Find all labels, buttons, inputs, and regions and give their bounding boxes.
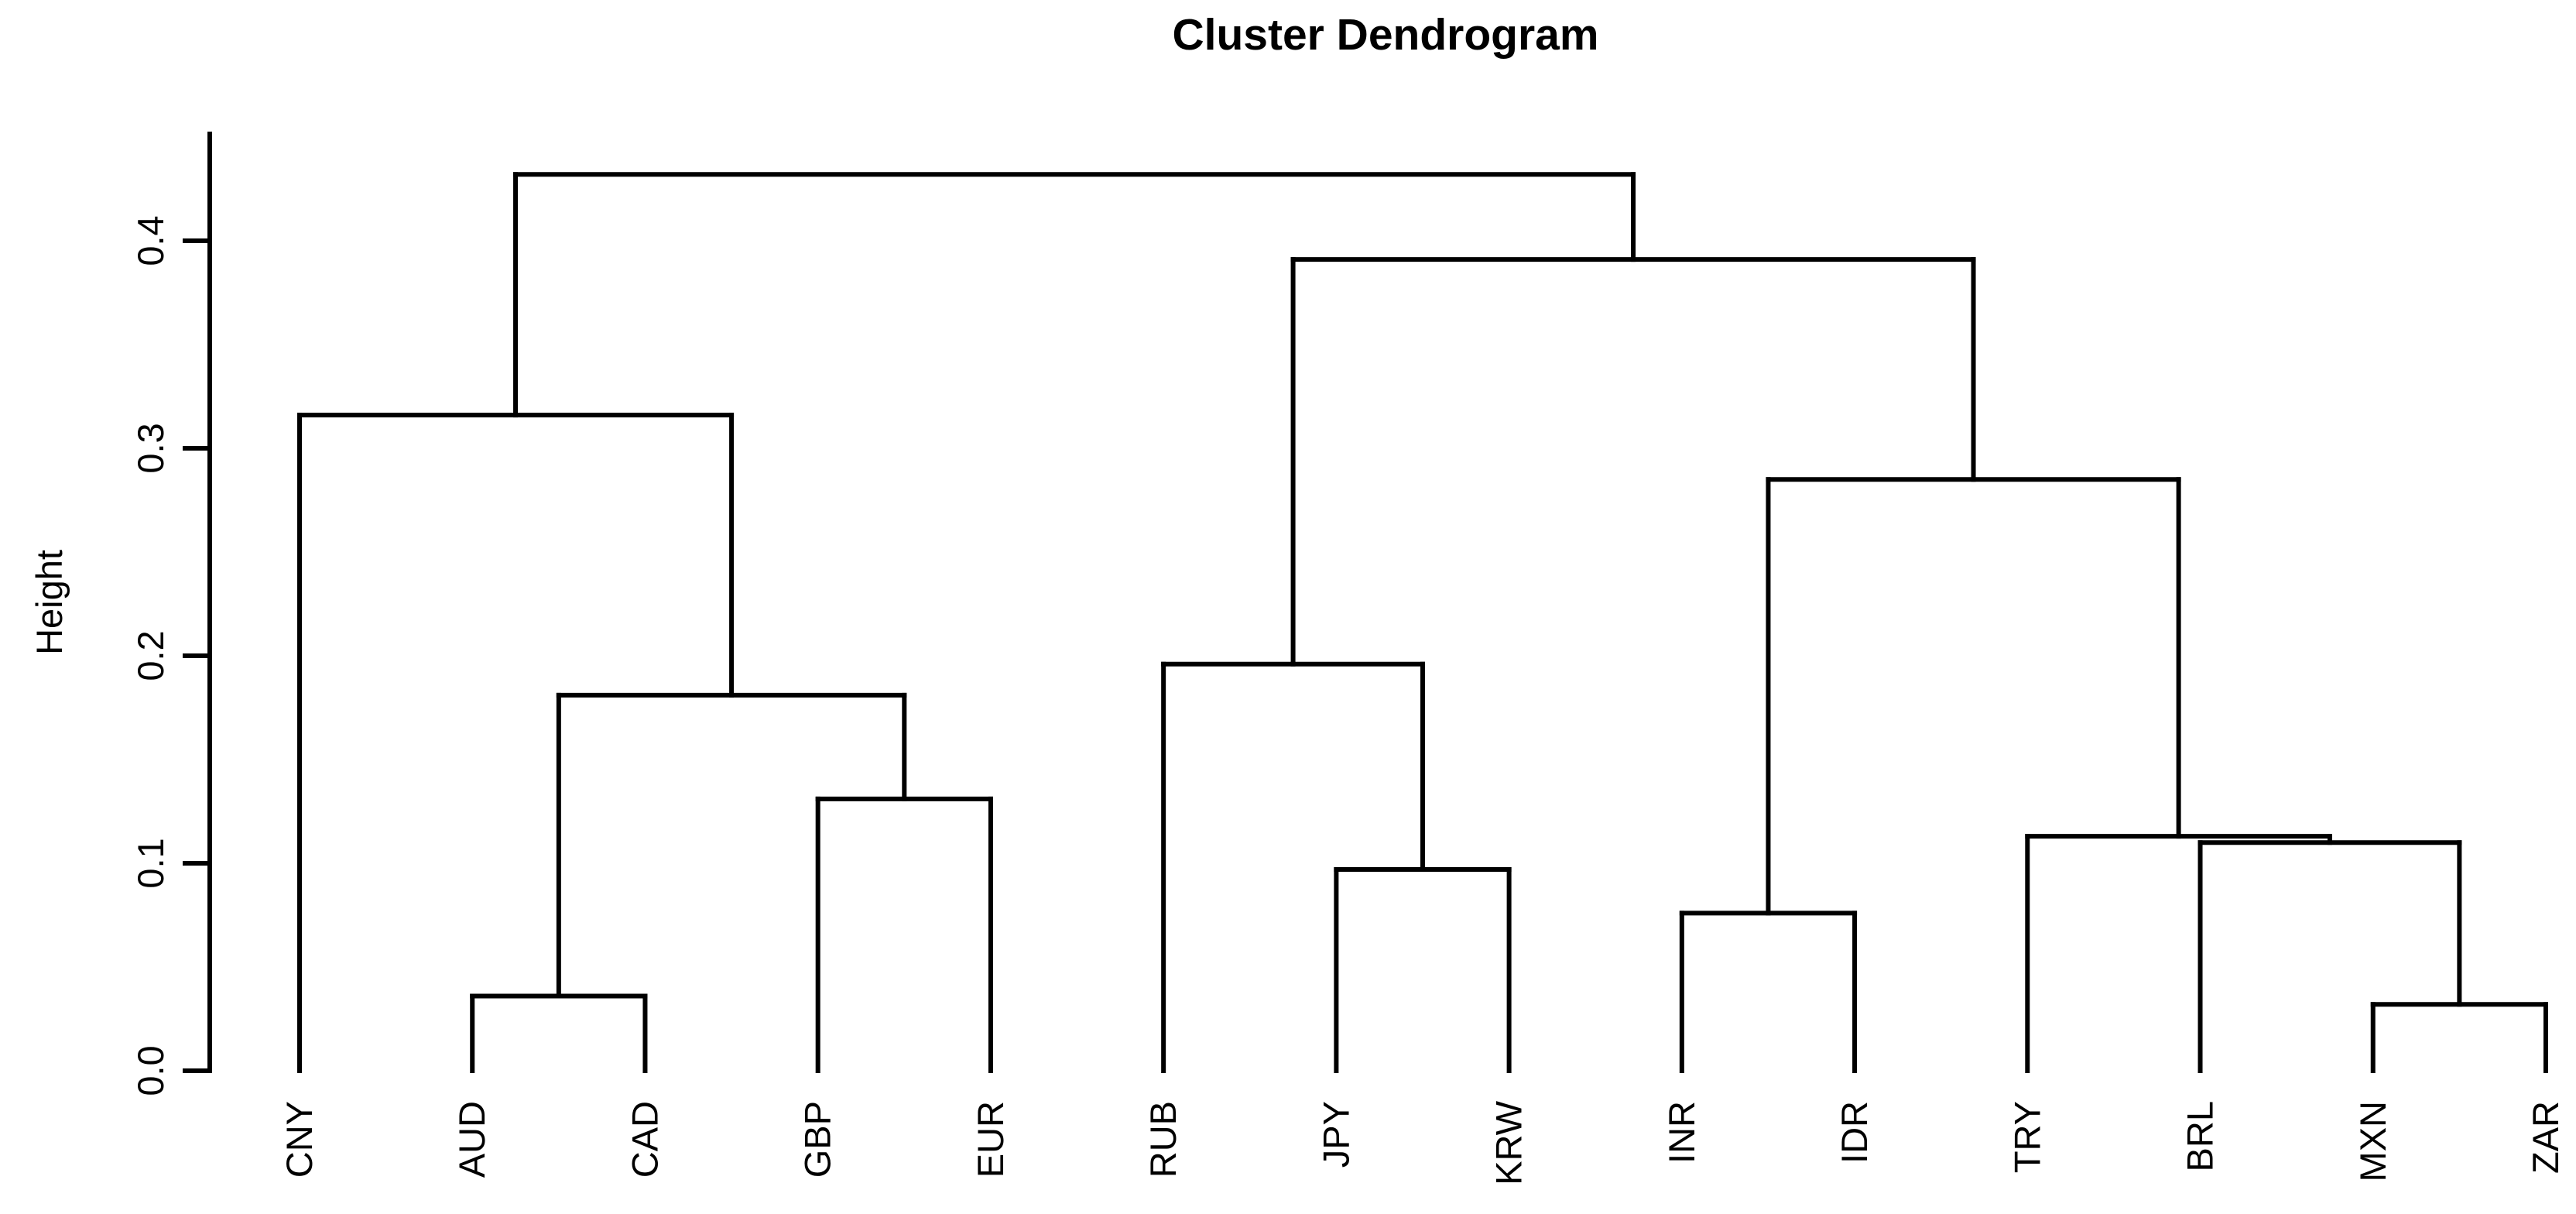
leaf-label-TRY: TRY: [2006, 1101, 2047, 1173]
leaf-label-IDR: IDR: [1834, 1101, 1875, 1164]
leaf-label-RUB: RUB: [1142, 1101, 1184, 1178]
y-axis-label: Height: [29, 550, 70, 655]
chart-title: Cluster Dendrogram: [1172, 10, 1598, 60]
leaf-label-KRW: KRW: [1488, 1100, 1530, 1185]
leaf-label-AUD: AUD: [451, 1101, 492, 1178]
y-axis-tick-label: 0.3: [130, 423, 171, 473]
leaf-label-CNY: CNY: [279, 1101, 320, 1178]
y-axis-tick-label: 0.4: [130, 215, 171, 266]
y-axis: 0.0 0.1 0.2 0.3 0.4: [130, 132, 212, 1096]
y-axis-tick-label: 0.0: [130, 1045, 171, 1096]
leaf-label-INR: INR: [1661, 1101, 1702, 1164]
leaf-label-MXN: MXN: [2352, 1101, 2393, 1181]
leaf-label-EUR: EUR: [970, 1101, 1011, 1178]
y-axis-tick-label: 0.2: [130, 630, 171, 681]
y-axis-tick-label: 0.1: [130, 838, 171, 888]
leaf-label-JPY: JPY: [1315, 1101, 1356, 1168]
leaf-label-GBP: GBP: [797, 1101, 838, 1178]
leaf-label-BRL: BRL: [2180, 1101, 2221, 1171]
leaf-label-ZAR: ZAR: [2525, 1101, 2566, 1174]
leaf-labels: CNY AUD CAD GBP EUR RUB JPY KRW INR IDR TRY BRL MXN Z…: [279, 1100, 2566, 1185]
leaf-label-CAD: CAD: [624, 1101, 665, 1178]
dendrogram-tree: [297, 172, 2548, 1073]
